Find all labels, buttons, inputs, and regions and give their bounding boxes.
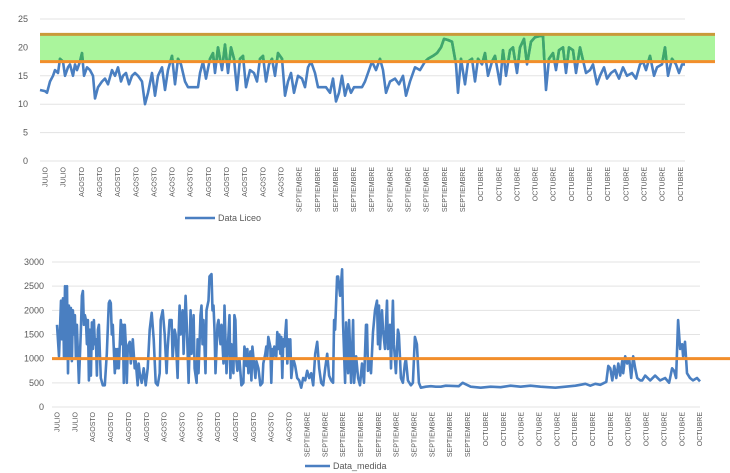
x-tick-label: OCTUBRE bbox=[483, 412, 490, 447]
x-tick-label: SEPTIEMBRE bbox=[429, 412, 436, 457]
x-tick-label: SEPTIEMBRE bbox=[297, 167, 304, 212]
x-tick-label: OCTUBRE bbox=[569, 167, 576, 202]
x-tick-label: AGOSTO bbox=[108, 411, 115, 441]
x-tick-label: SEPTIEMBRE bbox=[376, 412, 383, 457]
y-tick-label: 1000 bbox=[24, 354, 44, 364]
series-line-data-liceo bbox=[39, 34, 685, 106]
x-tick-label: OCTUBRE bbox=[554, 412, 561, 447]
x-tick-label: AGOSTO bbox=[251, 411, 258, 441]
x-tick-label: SEPTIEMBRE bbox=[358, 412, 365, 457]
x-tick-label: OCTUBRE bbox=[501, 412, 508, 447]
x-axis-ticks: JULIO JULIO AGOSTO AGOSTO AGOSTO AGOSTO AGOSTO… bbox=[55, 411, 705, 457]
x-tick-label: AGOSTO bbox=[97, 166, 104, 196]
x-tick-label: AGOSTO bbox=[287, 411, 294, 441]
x-tick-label: OCTUBRE bbox=[623, 167, 630, 202]
x-tick-label: SEPTIEMBRE bbox=[412, 412, 419, 457]
x-tick-label: SEPTIEMBRE bbox=[351, 167, 358, 212]
x-tick-label: AGOSTO bbox=[115, 166, 122, 196]
x-tick-label: AGOSTO bbox=[260, 166, 267, 196]
x-tick-label: AGOSTO bbox=[144, 411, 151, 441]
x-tick-label: SEPTIEMBRE bbox=[387, 167, 394, 212]
x-tick-label: AGOSTO bbox=[278, 166, 285, 196]
x-tick-label: AGOSTO bbox=[197, 411, 204, 441]
y-axis-ticks: 0 500 1000 1500 2000 2500 3000 bbox=[24, 257, 44, 412]
legend-label: Data_medida bbox=[333, 461, 387, 471]
x-tick-label: OCTUBRE bbox=[519, 412, 526, 447]
x-tick-label: SEPTIEMBRE bbox=[406, 167, 413, 212]
x-tick-label: AGOSTO bbox=[79, 166, 86, 196]
x-tick-label: JULIO bbox=[55, 411, 62, 431]
x-tick-label: OCTUBRE bbox=[644, 412, 651, 447]
x-tick-label: OCTUBRE bbox=[660, 167, 667, 202]
y-tick-label: 5 bbox=[23, 128, 28, 138]
y-tick-label: 0 bbox=[39, 402, 44, 412]
series-line-data-medida bbox=[55, 268, 701, 389]
x-tick-label: OCTUBRE bbox=[587, 167, 594, 202]
x-tick-label: AGOSTO bbox=[215, 411, 222, 441]
x-tick-label: OCTUBRE bbox=[678, 167, 685, 202]
x-tick-label: OCTUBRE bbox=[608, 412, 615, 447]
x-tick-label: OCTUBRE bbox=[496, 167, 503, 202]
x-tick-label: OCTUBRE bbox=[605, 167, 612, 202]
y-tick-label: 10 bbox=[18, 99, 28, 109]
x-tick-label: OCTUBRE bbox=[572, 412, 579, 447]
y-axis-ticks: 0 5 10 15 20 25 bbox=[18, 14, 28, 166]
legend-label: Data Liceo bbox=[218, 213, 261, 223]
x-tick-label: AGOSTO bbox=[162, 411, 169, 441]
x-tick-label: AGOSTO bbox=[170, 166, 177, 196]
x-tick-label: OCTUBRE bbox=[697, 412, 704, 447]
y-tick-label: 0 bbox=[23, 156, 28, 166]
x-tick-label: SEPTIEMBRE bbox=[394, 412, 401, 457]
y-tick-label: 20 bbox=[18, 42, 28, 52]
x-tick-label: AGOSTO bbox=[233, 411, 240, 441]
x-tick-label: AGOSTO bbox=[179, 411, 186, 441]
x-tick-label: AGOSTO bbox=[151, 166, 158, 196]
x-tick-label: AGOSTO bbox=[133, 166, 140, 196]
y-tick-label: 2500 bbox=[24, 281, 44, 291]
x-tick-label: SEPTIEMBRE bbox=[369, 167, 376, 212]
x-tick-label: OCTUBRE bbox=[478, 167, 485, 202]
x-tick-label: SEPTIEMBRE bbox=[465, 412, 472, 457]
x-tick-label: SEPTIEMBRE bbox=[460, 167, 467, 212]
x-tick-label: AGOSTO bbox=[188, 166, 195, 196]
x-tick-label: OCTUBRE bbox=[514, 167, 521, 202]
x-tick-label: OCTUBRE bbox=[641, 167, 648, 202]
y-tick-label: 2000 bbox=[24, 305, 44, 315]
chart-data-medida: 0 500 1000 1500 2000 2500 3000 JULIO JULIO AGOST… bbox=[24, 257, 730, 471]
x-tick-label: SEPTIEMBRE bbox=[322, 412, 329, 457]
x-tick-label: SEPTIEMBRE bbox=[340, 412, 347, 457]
y-tick-label: 15 bbox=[18, 71, 28, 81]
x-tick-label: JULIO bbox=[72, 411, 79, 431]
x-tick-label: OCTUBRE bbox=[626, 412, 633, 447]
x-tick-label: AGOSTO bbox=[242, 166, 249, 196]
x-tick-label: JULIO bbox=[43, 166, 50, 186]
x-tick-label: AGOSTO bbox=[90, 411, 97, 441]
target-band bbox=[40, 34, 715, 62]
chart-data-liceo: 0 5 10 15 20 25 JULIO JULIO AGOSTO AGOSTO AGOSTO A… bbox=[18, 14, 715, 223]
x-tick-label: SEPTIEMBRE bbox=[304, 412, 311, 457]
x-tick-label: OCTUBRE bbox=[533, 167, 540, 202]
y-tick-label: 3000 bbox=[24, 257, 44, 267]
x-tick-label: AGOSTO bbox=[269, 411, 276, 441]
x-axis-ticks: JULIO JULIO AGOSTO AGOSTO AGOSTO AGOSTO AGOSTO… bbox=[43, 166, 685, 212]
y-tick-label: 500 bbox=[29, 378, 44, 388]
x-tick-label: OCTUBRE bbox=[679, 412, 686, 447]
x-tick-label: SEPTIEMBRE bbox=[333, 167, 340, 212]
x-tick-label: SEPTIEMBRE bbox=[315, 167, 322, 212]
x-tick-label: AGOSTO bbox=[206, 166, 213, 196]
x-tick-label: SEPTIEMBRE bbox=[424, 167, 431, 212]
x-tick-label: OCTUBRE bbox=[590, 412, 597, 447]
x-tick-label: SEPTIEMBRE bbox=[442, 167, 449, 212]
x-tick-label: AGOSTO bbox=[224, 166, 231, 196]
x-tick-label: OCTUBRE bbox=[661, 412, 668, 447]
y-tick-label: 1500 bbox=[24, 330, 44, 340]
x-tick-label: OCTUBRE bbox=[551, 167, 558, 202]
x-tick-label: OCTUBRE bbox=[536, 412, 543, 447]
x-tick-label: SEPTIEMBRE bbox=[447, 412, 454, 457]
x-tick-label: JULIO bbox=[61, 166, 68, 186]
x-tick-label: AGOSTO bbox=[126, 411, 133, 441]
y-tick-label: 25 bbox=[18, 14, 28, 24]
